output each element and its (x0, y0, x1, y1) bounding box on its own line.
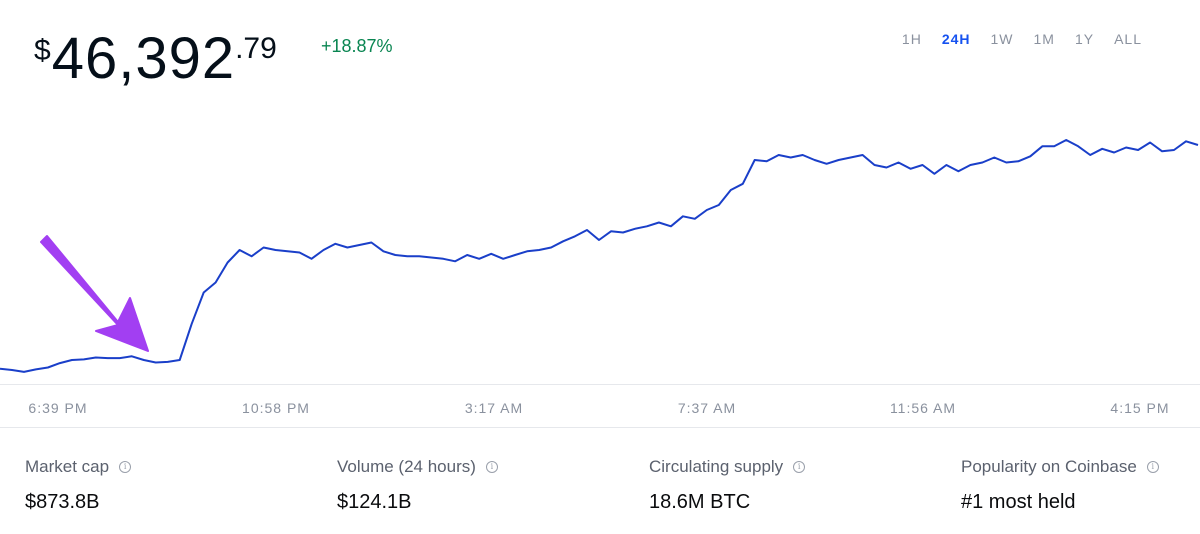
stat-label: Volume (24 hours) (337, 457, 476, 476)
price-chart: 6:39 PM 10:58 PM 3:17 AM 7:37 AM 11:56 AM 4:1… (0, 139, 1199, 416)
info-icon[interactable]: i (119, 461, 132, 473)
stat-volume: Volume (24 hours) i $124.1B (337, 457, 498, 514)
x-tick-label: 10:58 PM (242, 400, 310, 416)
stat-market-cap: Market cap i $873.8B (25, 457, 132, 514)
price-currency: $ (34, 34, 51, 67)
x-tick-label: 11:56 AM (890, 400, 956, 416)
info-icon[interactable]: i (1146, 461, 1159, 473)
price-line (0, 139, 1199, 373)
range-1w[interactable]: 1W (990, 31, 1014, 47)
stat-label: Circulating supply (649, 457, 784, 476)
price-display: $ 46,392 .79 (34, 30, 277, 88)
stat-value: $124.1B (337, 491, 412, 513)
stat-value: #1 most held (961, 491, 1076, 513)
stats-divider (0, 427, 1200, 428)
stat-label: Market cap (25, 457, 110, 476)
price-cents: .79 (235, 32, 277, 65)
stats-row: Market cap i $873.8B Volume (24 hours) i… (0, 440, 1200, 534)
stat-label: Popularity on Coinbase (961, 457, 1137, 476)
x-tick-label: 3:17 AM (465, 400, 523, 416)
range-24h[interactable]: 24H (941, 31, 971, 47)
x-tick-label: 6:39 PM (28, 400, 87, 416)
range-all[interactable]: ALL (1114, 31, 1142, 47)
range-1m[interactable]: 1M (1033, 31, 1055, 47)
stat-value: $873.8B (25, 491, 100, 513)
stat-circulating-supply: Circulating supply i 18.6M BTC (649, 457, 806, 514)
range-1y[interactable]: 1Y (1074, 31, 1095, 47)
time-range-selector: 1H 24H 1W 1M 1Y ALL (892, 31, 1152, 47)
chart-axis-line (0, 384, 1200, 385)
stat-value: 18.6M BTC (649, 491, 751, 513)
x-tick-label: 7:37 AM (678, 400, 736, 416)
stat-popularity: Popularity on Coinbase i #1 most held (961, 457, 1159, 514)
price-integer: 46,392 (51, 26, 236, 91)
info-icon[interactable]: i (793, 461, 806, 473)
x-tick-label: 4:15 PM (1110, 400, 1169, 416)
annotation-arrow (40, 235, 149, 352)
price-change: +18.87% (321, 36, 393, 56)
range-1h[interactable]: 1H (901, 31, 922, 47)
info-icon[interactable]: i (485, 461, 498, 473)
